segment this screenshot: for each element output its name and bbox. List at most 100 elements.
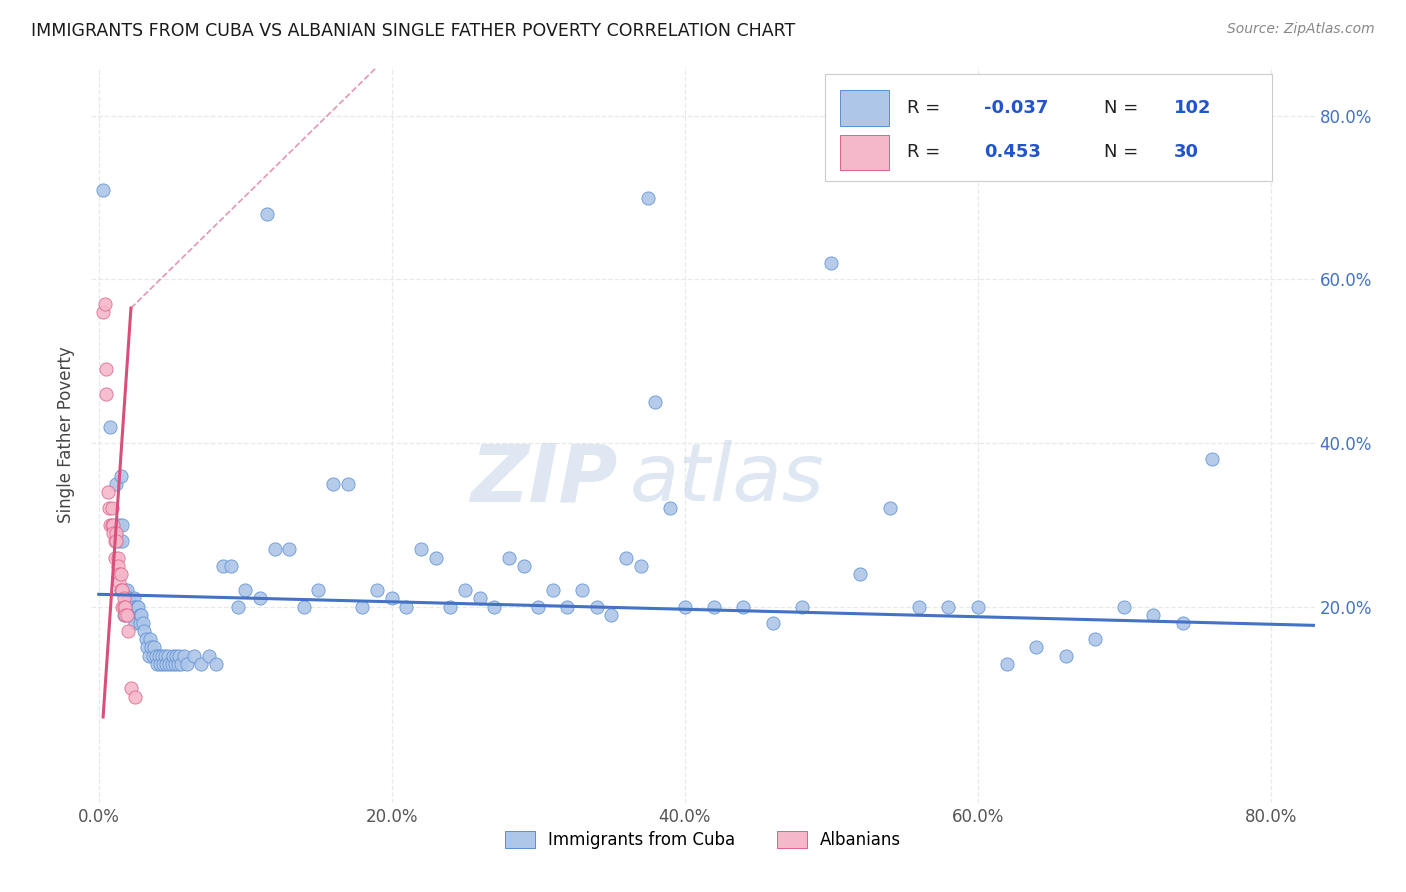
Point	[141, 640, 163, 655]
Point	[125, 599, 148, 614]
Point	[173, 648, 195, 663]
Point	[120, 607, 142, 622]
Point	[409, 542, 432, 557]
Point	[541, 583, 564, 598]
Point	[820, 256, 842, 270]
Point	[425, 550, 447, 565]
Point	[454, 583, 477, 598]
Point	[183, 648, 205, 663]
Point	[153, 648, 176, 663]
Point	[1025, 640, 1047, 655]
Point	[169, 648, 191, 663]
Point	[614, 550, 637, 565]
Point	[117, 624, 139, 639]
Point	[115, 599, 138, 614]
Point	[121, 599, 143, 614]
Point	[733, 599, 755, 614]
Point	[118, 607, 141, 622]
FancyBboxPatch shape	[839, 90, 889, 126]
FancyBboxPatch shape	[839, 135, 889, 170]
Point	[1114, 599, 1136, 614]
Point	[585, 599, 607, 614]
Point	[157, 657, 180, 671]
Text: ZIP: ZIP	[470, 440, 617, 518]
Point	[484, 599, 506, 614]
Point	[114, 599, 136, 614]
Point	[121, 607, 143, 622]
Text: atlas: atlas	[630, 440, 824, 518]
Point	[703, 599, 725, 614]
Point	[292, 599, 315, 614]
Point	[91, 182, 114, 196]
Text: -0.037: -0.037	[984, 99, 1049, 117]
Point	[114, 599, 136, 614]
Point	[94, 387, 117, 401]
Point	[512, 558, 534, 573]
Point	[166, 657, 188, 671]
Point	[111, 599, 134, 614]
Point	[145, 648, 167, 663]
Point	[111, 583, 134, 598]
Point	[1142, 607, 1164, 622]
Point	[108, 574, 131, 589]
Point	[115, 607, 138, 622]
Point	[1171, 615, 1194, 630]
Point	[557, 599, 579, 614]
Point	[659, 501, 682, 516]
Point	[165, 648, 187, 663]
Point	[1201, 452, 1223, 467]
Point	[112, 599, 135, 614]
Point	[197, 648, 219, 663]
Point	[117, 599, 139, 614]
Point	[307, 583, 329, 598]
Point	[105, 534, 128, 549]
Point	[124, 690, 146, 704]
Point	[966, 599, 988, 614]
Point	[105, 476, 128, 491]
Text: R =: R =	[907, 99, 941, 117]
Point	[336, 476, 359, 491]
Text: N =: N =	[1104, 99, 1139, 117]
Point	[122, 599, 145, 614]
Point	[176, 657, 198, 671]
Point	[190, 657, 212, 671]
Point	[107, 558, 129, 573]
Point	[170, 657, 193, 671]
Point	[149, 657, 172, 671]
Legend: Immigrants from Cuba, Albanians: Immigrants from Cuba, Albanians	[496, 822, 910, 857]
Point	[498, 550, 520, 565]
Point	[1054, 648, 1077, 663]
Point	[138, 648, 160, 663]
FancyBboxPatch shape	[825, 74, 1272, 181]
Point	[117, 591, 139, 606]
Point	[630, 558, 652, 573]
Point	[908, 599, 931, 614]
Point	[114, 607, 136, 622]
Point	[152, 657, 174, 671]
Point	[148, 648, 170, 663]
Point	[135, 632, 157, 647]
Point	[163, 657, 186, 671]
Point	[155, 657, 177, 671]
Point	[134, 624, 156, 639]
Point	[352, 599, 374, 614]
Point	[94, 362, 117, 376]
Point	[110, 566, 132, 581]
Point	[938, 599, 960, 614]
Point	[108, 534, 131, 549]
Point	[644, 395, 666, 409]
Point	[110, 583, 132, 598]
Point	[226, 599, 249, 614]
Point	[118, 591, 141, 606]
Point	[108, 517, 131, 532]
Point	[115, 583, 138, 598]
Point	[98, 501, 121, 516]
Point	[150, 648, 173, 663]
Point	[104, 550, 127, 565]
Point	[112, 583, 135, 598]
Point	[263, 542, 285, 557]
Point	[96, 485, 118, 500]
Point	[249, 591, 271, 606]
Point	[219, 558, 242, 573]
Point	[105, 526, 128, 541]
